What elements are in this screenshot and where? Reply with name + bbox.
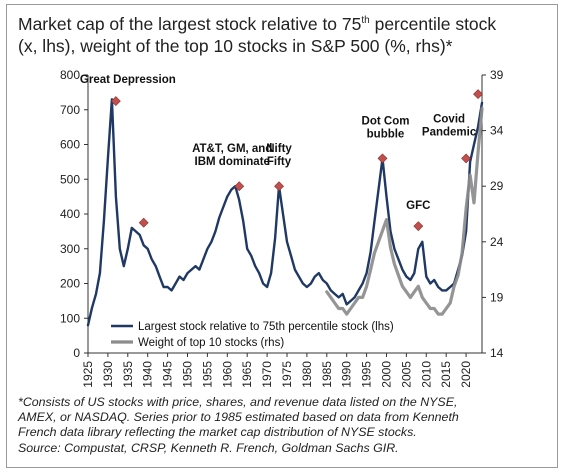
event-marker [413,221,424,232]
y-right-tick-label: 34 [490,124,504,138]
annotation-label: Nifty [266,143,292,155]
footnote-line2: AMEX, or NASDAQ. Series prior to 1985 es… [18,410,459,425]
x-tick-label: 1945 [161,361,175,388]
x-tick-label: 2005 [399,361,413,388]
x-tick-label: 1960 [220,361,234,388]
x-tick-label: 1970 [260,361,274,388]
footnote-line4: Source: Compustat, CRSP, Kenneth R. Fren… [18,440,399,455]
x-tick-label: 1980 [300,361,314,388]
x-tick-label: 1930 [101,361,115,388]
legend-label-lhs: Largest stock relative to 75th percentil… [138,321,394,333]
series-line-top10-weight [325,106,484,316]
chart-frame [6,4,558,468]
annotation-label: Great Depression [80,74,176,86]
annotation-label: Pandemic [422,126,477,138]
x-tick-label: 1975 [280,361,294,388]
annotation-label: AT&T, GM, and [192,143,272,155]
title-superscript: th [361,15,370,26]
y-right-tick-label: 24 [490,235,504,249]
chart-title: Market cap of the largest stock relative… [18,10,553,57]
x-tick-label: 1955 [200,361,214,388]
x-tick-label: 2010 [419,361,433,388]
x-tick-label: 1935 [121,361,135,388]
y-left-tick-label: 800 [60,68,80,82]
event-marker [110,96,121,106]
y-left-tick-label: 0 [73,346,80,360]
event-marker [234,181,245,192]
y-left-tick-label: 600 [60,138,80,152]
annotation-label: IBM dominate [195,156,270,168]
series-line-largest-stock [86,98,484,327]
footnote: *Consists of US stocks with price, share… [18,395,553,456]
footnote-line3: French data library reflecting the marke… [18,425,417,440]
y-left-tick-label: 100 [60,311,80,325]
y-left-tick-label: 300 [60,242,80,256]
legend-label-rhs: Weight of top 10 stocks (rhs) [138,337,284,349]
title-part2: percentile stock [369,13,497,34]
y-right-tick-label: 39 [490,68,504,82]
event-marker [461,153,472,164]
x-tick-label: 1925 [81,361,95,388]
title-part1: Market cap of the largest stock relative… [18,13,362,34]
x-tick-label: 1940 [141,361,155,388]
annotation-label: bubble [367,128,405,140]
y-left-tick-label: 400 [60,207,80,221]
y-left-tick-label: 500 [60,172,80,186]
y-left-tick-label: 700 [60,103,80,117]
event-marker [473,89,483,100]
y-right-tick-label: 14 [490,346,504,360]
title-line2: (x, lhs), weight of the top 10 stocks in… [18,35,453,56]
x-tick-label: 2015 [439,361,453,388]
y-right-tick-label: 19 [490,290,504,304]
x-tick-label: 1985 [320,361,334,388]
x-tick-label: 1995 [360,361,374,388]
event-marker [377,153,388,164]
annotation-label: Covid [433,113,465,125]
x-tick-label: 1965 [240,361,254,388]
x-tick-label: 2000 [379,361,393,388]
x-tick-label: 1990 [340,361,354,388]
annotation-label: GFC [406,200,430,212]
x-tick-label: 1950 [180,361,194,388]
y-left-tick-label: 200 [60,277,80,291]
x-tick-label: 2020 [459,361,473,388]
event-marker [274,181,284,192]
annotation-label: Fifty [267,156,292,168]
footnote-line1: *Consists of US stocks with price, share… [18,395,458,409]
event-marker [138,217,149,228]
annotation-label: Dot Com [362,115,410,127]
y-right-tick-label: 29 [490,179,504,193]
